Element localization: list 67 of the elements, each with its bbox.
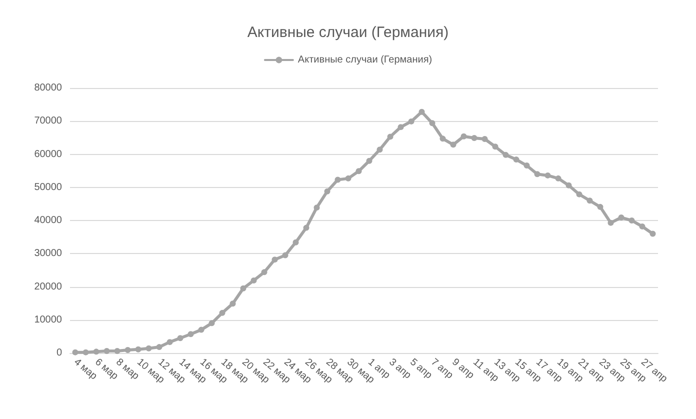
- point: [334, 176, 341, 183]
- point: [230, 300, 236, 307]
- point: [366, 158, 372, 164]
- point: [618, 214, 624, 221]
- y-tick-label: 80000: [34, 82, 62, 94]
- y-tick-label: 30000: [34, 248, 62, 260]
- point: [482, 136, 488, 142]
- point: [356, 168, 362, 174]
- point: [72, 349, 78, 356]
- point: [524, 162, 530, 169]
- point: [292, 239, 299, 246]
- y-tick-label: 40000: [34, 215, 62, 226]
- point: [208, 320, 215, 326]
- point: [534, 171, 540, 178]
- point: [219, 310, 226, 316]
- point: [544, 172, 551, 178]
- point: [124, 347, 131, 354]
- point: [492, 144, 498, 150]
- point: [282, 252, 288, 258]
- point: [198, 326, 204, 333]
- point: [156, 344, 162, 350]
- point: [471, 135, 478, 142]
- point: [450, 142, 456, 148]
- point: [166, 339, 173, 346]
- y-tick-label: 70000: [34, 116, 62, 127]
- point: [272, 256, 278, 263]
- point: [387, 134, 394, 140]
- point: [314, 204, 320, 211]
- point: [177, 335, 184, 342]
- point: [650, 230, 656, 237]
- y-tick-label: 10000: [34, 314, 62, 326]
- point: [513, 156, 520, 163]
- point: [586, 198, 593, 204]
- point: [566, 182, 572, 188]
- point: [429, 120, 436, 126]
- point: [135, 346, 142, 352]
- point: [82, 349, 89, 356]
- point: [628, 218, 635, 224]
- chart-title: Активные случаи (Германия): [247, 24, 449, 41]
- point: [376, 146, 383, 153]
- point: [303, 224, 310, 231]
- point: [104, 348, 110, 354]
- point: [576, 191, 582, 198]
- point: [639, 223, 646, 230]
- point: [555, 175, 562, 182]
- point: [502, 152, 509, 158]
- point: [250, 277, 257, 284]
- point: [398, 124, 404, 130]
- point: [608, 220, 614, 226]
- y-tick-label: 20000: [34, 281, 62, 292]
- y-tick-label: 50000: [34, 182, 62, 193]
- point: [146, 345, 152, 352]
- y-tick-label: 0: [56, 348, 62, 358]
- point: [261, 269, 268, 276]
- point: [460, 133, 467, 140]
- point: [324, 188, 330, 194]
- point: [114, 348, 120, 354]
- point: [240, 285, 246, 292]
- point: [93, 348, 100, 355]
- point: [408, 118, 414, 124]
- point: [188, 331, 194, 338]
- point: [440, 136, 446, 142]
- point: [597, 204, 604, 210]
- legend-label: Активные случаи (Германия): [298, 54, 432, 66]
- y-tick-label: 60000: [34, 148, 62, 160]
- point: [345, 175, 352, 182]
- point: [418, 108, 425, 115]
